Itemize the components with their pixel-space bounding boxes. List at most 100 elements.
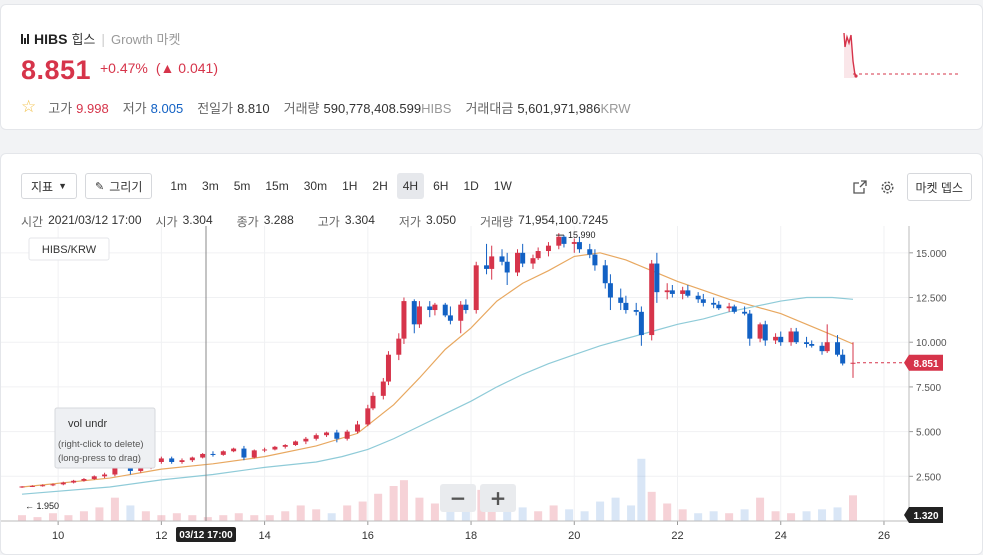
- ticker-stats: ☆ 고가 9.998 저가 8.005 전일가 8.810 거래량 590,778,408.5…: [21, 97, 645, 117]
- interval-tab-5m[interactable]: 5m: [233, 179, 251, 193]
- favorite-star-icon[interactable]: ☆: [21, 97, 37, 116]
- y-tick-label: 7.500: [916, 383, 941, 394]
- ohlc-low: 3.050: [425, 213, 457, 227]
- candle-body: [571, 242, 577, 244]
- volume-bar: [596, 501, 605, 521]
- candle-body: [447, 315, 453, 321]
- x-tick-label: 20: [568, 530, 580, 542]
- axes: 15.000 12.500 10.000 7.500 5.000 2.500 10 12 14 1…: [1, 226, 947, 542]
- ohlc-time-label: 시간: [21, 215, 44, 229]
- indicator-button[interactable]: 지표 ▼: [21, 173, 78, 199]
- x-tick-label: 12: [155, 530, 167, 542]
- change-paren: (▲ 0.041): [155, 60, 218, 76]
- candle-body: [102, 474, 108, 477]
- ohlc-high-label: 고가: [317, 215, 340, 229]
- price-chart[interactable]: 15.000 12.500 10.000 7.500 5.000 2.500 10 12 14 1…: [1, 226, 982, 554]
- stat-label: 거래량: [283, 100, 320, 116]
- interval-tab-30m[interactable]: 30m: [303, 179, 328, 193]
- ticker-summary-card: HIBS 힙스 | Growth 마켓 8.851 +0.47% (▲ 0.04…: [0, 4, 983, 130]
- chart-card: 지표 ▼ ✎ 그리기 1m 3m 5m 15m 30m 1H 2H 4H 6H 1D 1W 마켓 뎁…: [0, 153, 983, 555]
- interval-tab-4h[interactable]: 4H: [396, 173, 425, 199]
- candle-body: [840, 354, 846, 364]
- candle-body: [179, 460, 185, 462]
- candle-body: [272, 446, 278, 450]
- candle-body: [169, 458, 175, 462]
- settings-gear-icon[interactable]: [879, 178, 897, 196]
- candle-body: [231, 448, 237, 452]
- candle-body: [282, 445, 288, 447]
- candle-body: [824, 342, 830, 352]
- stat-value: 5,601,971,986: [517, 100, 601, 116]
- market-depth-button[interactable]: 마켓 뎁스: [906, 173, 972, 201]
- volume-bar: [756, 497, 765, 521]
- stat-item: 고가 9.998: [48, 98, 108, 117]
- volume-bar: [518, 507, 527, 521]
- volume-bar: [265, 515, 274, 521]
- sparkline-chart: [843, 32, 961, 78]
- candle-body: [29, 485, 35, 487]
- external-link-icon[interactable]: [851, 178, 869, 196]
- candle-body: [793, 331, 799, 343]
- interval-tab-1m[interactable]: 1m: [170, 179, 188, 193]
- zoom-controls: − +: [440, 484, 516, 512]
- ohlc-volume: 71,954,100.7245: [518, 213, 609, 227]
- draw-button[interactable]: ✎ 그리기: [85, 173, 153, 199]
- candle-body: [489, 256, 495, 269]
- indicator-popup-title: vol undr: [68, 418, 107, 430]
- interval-tab-1d[interactable]: 1D: [463, 179, 479, 193]
- candle-body: [819, 345, 825, 352]
- ohlc-readout: 시간 2021/03/12 17:00 시가 3.304 종가 3.288 고가 3.3…: [21, 213, 622, 230]
- candle-body: [530, 258, 536, 264]
- zoom-in-button[interactable]: [480, 484, 516, 512]
- pair-label-box: [28, 237, 110, 261]
- volume-bar: [663, 503, 672, 521]
- candle-body: [416, 306, 422, 325]
- y-tick-label: 2.500: [916, 472, 941, 483]
- interval-tab-6h[interactable]: 6H: [433, 179, 449, 193]
- candle-body: [747, 313, 753, 339]
- volume-bar: [446, 507, 455, 521]
- candle-body: [623, 302, 629, 311]
- candle-body: [654, 263, 660, 293]
- max-label: 15.990: [568, 230, 596, 240]
- candle-body: [293, 441, 299, 446]
- ohlc-low-label: 저가: [398, 215, 421, 229]
- candle-body: [731, 306, 737, 312]
- volume-bar: [219, 515, 228, 521]
- grid: [1, 226, 909, 521]
- candle-body: [716, 304, 722, 309]
- volume-bar: [802, 511, 811, 521]
- zoom-out-button[interactable]: [440, 484, 476, 512]
- candle-body: [411, 301, 417, 325]
- hibs-logo-icon: [21, 33, 29, 44]
- candle-body: [788, 331, 794, 343]
- ma-long-line: [21, 296, 854, 495]
- volume-bar: [565, 509, 574, 521]
- indicator-popup-hint-delete: (right-click to delete): [58, 439, 144, 450]
- volume-bar: [415, 497, 424, 521]
- x-tick-label: 18: [465, 530, 477, 542]
- candle-body: [241, 448, 247, 458]
- candle-body: [504, 261, 510, 273]
- ma-short-line: [21, 252, 854, 488]
- interval-tab-1h[interactable]: 1H: [342, 179, 358, 193]
- interval-tab-1w[interactable]: 1W: [493, 179, 512, 193]
- interval-tab-3m[interactable]: 3m: [202, 179, 219, 193]
- interval-tab-2h[interactable]: 2H: [372, 179, 388, 193]
- volume-bar: [833, 507, 842, 521]
- candle-body: [19, 486, 25, 488]
- candle-body: [638, 311, 644, 336]
- volume-bar: [694, 513, 703, 521]
- interval-tab-15m[interactable]: 15m: [265, 179, 289, 193]
- candle-body: [385, 354, 391, 382]
- volume-bar: [549, 505, 558, 521]
- y-tick-label: 5.000: [916, 428, 941, 439]
- candle-body: [778, 336, 784, 343]
- zoom-out-icon: −: [450, 486, 467, 510]
- candle-body: [695, 295, 701, 300]
- x-tick-label: 10: [52, 530, 64, 542]
- x-tick-label: 16: [362, 530, 374, 542]
- stat-label: 고가: [48, 100, 73, 116]
- volume-bar: [611, 497, 620, 521]
- candle-body: [680, 290, 686, 294]
